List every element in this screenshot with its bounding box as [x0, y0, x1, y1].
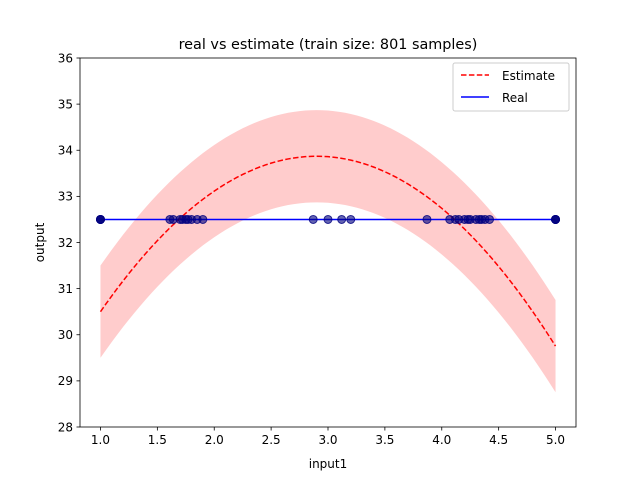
y-tick-label: 33 — [58, 190, 73, 204]
x-tick-label: 2.0 — [205, 433, 224, 447]
training-point — [485, 214, 495, 224]
x-tick-label: 3.0 — [318, 433, 337, 447]
y-tick-label: 28 — [58, 420, 73, 434]
y-tick-label: 34 — [58, 144, 73, 158]
x-tick-label: 2.5 — [262, 433, 281, 447]
estimate-line — [99, 155, 557, 347]
training-point — [551, 214, 561, 224]
x-axis-label: input1 — [309, 457, 348, 471]
x-tick-label: 1.0 — [91, 433, 110, 447]
x-tick-label: 5.0 — [546, 433, 565, 447]
training-point — [323, 214, 333, 224]
legend-real-label: Real — [502, 91, 528, 105]
y-tick-label: 29 — [58, 374, 73, 388]
training-point — [308, 214, 318, 224]
y-tick-label: 35 — [58, 97, 73, 111]
x-tick-label: 4.0 — [432, 433, 451, 447]
y-axis-label: output — [33, 222, 47, 262]
x-tick-label: 4.5 — [489, 433, 508, 447]
chart-title: real vs estimate (train size: 801 sample… — [179, 37, 478, 53]
y-tick-label: 36 — [58, 51, 73, 65]
y-tick-label: 32 — [58, 236, 73, 250]
training-point — [337, 214, 347, 224]
training-point — [198, 214, 208, 224]
estimate-confidence-band — [100, 110, 556, 393]
x-tick-label: 1.5 — [148, 433, 167, 447]
y-tick-label: 31 — [58, 282, 73, 296]
training-point — [422, 214, 432, 224]
legend-estimate-label: Estimate — [502, 69, 555, 83]
legend: Estimate Real — [452, 62, 570, 112]
training-point — [346, 214, 356, 224]
x-tick-label: 3.5 — [375, 433, 394, 447]
y-tick-label: 30 — [58, 328, 73, 342]
training-point — [95, 214, 105, 224]
